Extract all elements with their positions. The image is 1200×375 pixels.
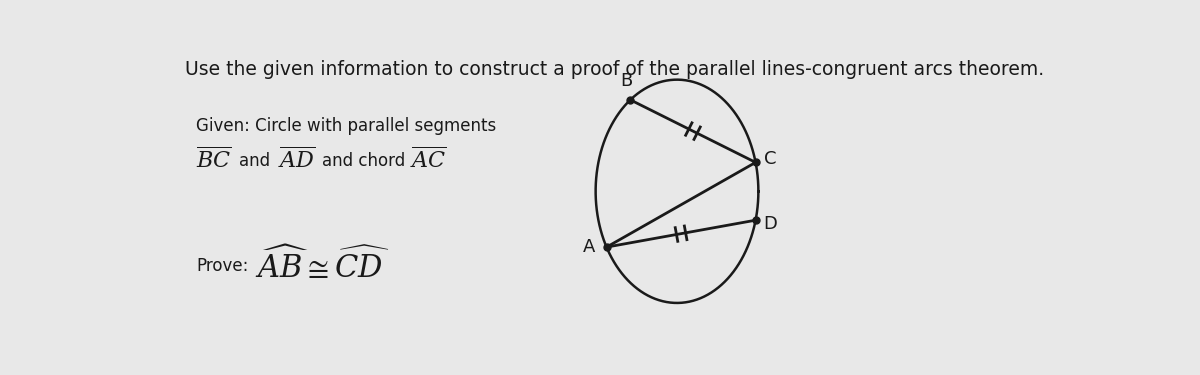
- Text: B: B: [620, 72, 632, 90]
- Text: C: C: [763, 150, 776, 168]
- Text: A: A: [583, 238, 595, 256]
- Text: Prove:: Prove:: [197, 257, 248, 275]
- Text: and: and: [239, 152, 270, 170]
- Text: $\overline{AD}$: $\overline{AD}$: [278, 148, 316, 173]
- Text: Given: Circle with parallel segments: Given: Circle with parallel segments: [197, 117, 497, 135]
- Text: D: D: [763, 215, 778, 233]
- Text: Use the given information to construct a proof of the parallel lines-congruent a: Use the given information to construct a…: [186, 60, 1044, 80]
- Text: $\overline{BC}$: $\overline{BC}$: [197, 148, 233, 173]
- Text: $\overline{AC}$: $\overline{AC}$: [409, 148, 446, 173]
- Text: $\widehat{AB} \cong \widehat{CD}$: $\widehat{AB} \cong \widehat{CD}$: [254, 247, 390, 285]
- Text: and chord: and chord: [322, 152, 406, 170]
